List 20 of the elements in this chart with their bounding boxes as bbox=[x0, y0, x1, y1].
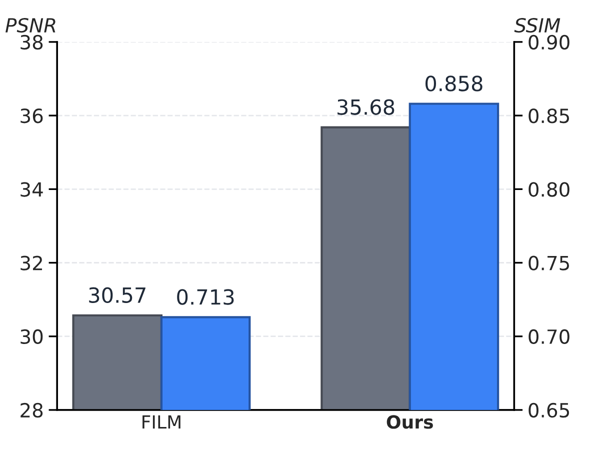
y-tick-label: 28 bbox=[20, 402, 43, 418]
y2-tick-label: 0.75 bbox=[528, 256, 569, 270]
y2-tick-label: 0.65 bbox=[528, 402, 569, 418]
y2-tick-label: 0.80 bbox=[528, 182, 570, 197]
y-axis-title: PSNR bbox=[6, 18, 56, 33]
y2-tick-label: 0.70 bbox=[528, 329, 570, 344]
data-label: 0.858 bbox=[426, 76, 482, 92]
data-label: 35.68 bbox=[338, 99, 394, 115]
y-tick-label: 30 bbox=[20, 329, 43, 344]
y2-tick-label: 0.90 bbox=[528, 34, 570, 50]
y-tick-label: 36 bbox=[20, 108, 43, 124]
y2-axis-title: SSIM bbox=[514, 18, 560, 33]
y-tick-label: 38 bbox=[20, 34, 43, 50]
y-tick-label: 34 bbox=[20, 182, 43, 197]
data-label: 30.57 bbox=[89, 287, 146, 304]
x-tick-label: FILM bbox=[142, 415, 180, 429]
x-tick-label: Ours bbox=[386, 415, 433, 429]
y2-tick-label: 0.85 bbox=[528, 108, 569, 124]
data-label: 0.713 bbox=[177, 289, 234, 305]
y-tick-label: 32 bbox=[20, 256, 42, 270]
